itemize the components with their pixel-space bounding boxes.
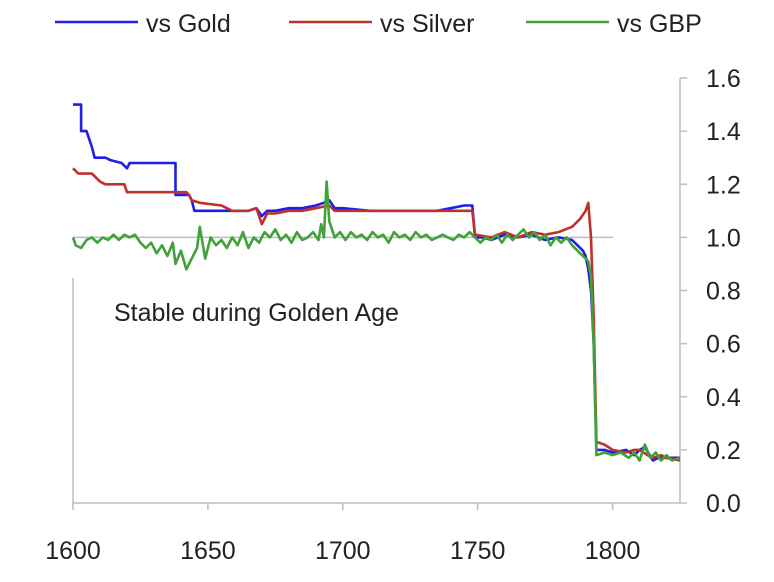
y-tick-label: 0.4 (706, 384, 741, 412)
legend-label-vs-silver: vs Silver (380, 10, 474, 38)
legend-label-vs-gbp: vs GBP (617, 10, 702, 38)
annotation-text: Stable during Golden Age (114, 299, 399, 327)
y-tick-label: 1.4 (706, 118, 741, 146)
y-tick-label: 1.6 (706, 65, 741, 93)
series-line-vs-silver (72, 167, 681, 462)
series-line-vs-gbp (71, 180, 681, 462)
y-tick-label: 1.2 (706, 171, 741, 199)
y-tick-label: 1.0 (706, 224, 741, 252)
y-tick-label: 0.6 (706, 331, 741, 359)
y-tick-label: 0.8 (706, 278, 741, 306)
legend-label-vs-gold: vs Gold (146, 10, 231, 38)
x-tick-label: 1650 (180, 537, 236, 565)
y-tick-label: 0.0 (706, 490, 741, 518)
y-tick-label: 0.2 (706, 437, 741, 465)
y-ticks: 0.0 0.2 0.4 0.6 0.8 1.0 1.2 1.4 1.6 (680, 65, 741, 518)
series-group (71, 103, 681, 462)
series-line-vs-gold (73, 103, 680, 462)
plot-frame (72, 78, 681, 504)
x-tick-label: 1750 (450, 537, 506, 565)
x-tick-label: 1800 (585, 537, 641, 565)
x-tick-label: 1700 (315, 537, 371, 565)
legend: vs Gold vs Silver vs GBP (55, 10, 702, 38)
x-tick-label: 1600 (45, 537, 101, 565)
x-ticks: 1600 1650 1700 1750 1800 (45, 503, 640, 565)
